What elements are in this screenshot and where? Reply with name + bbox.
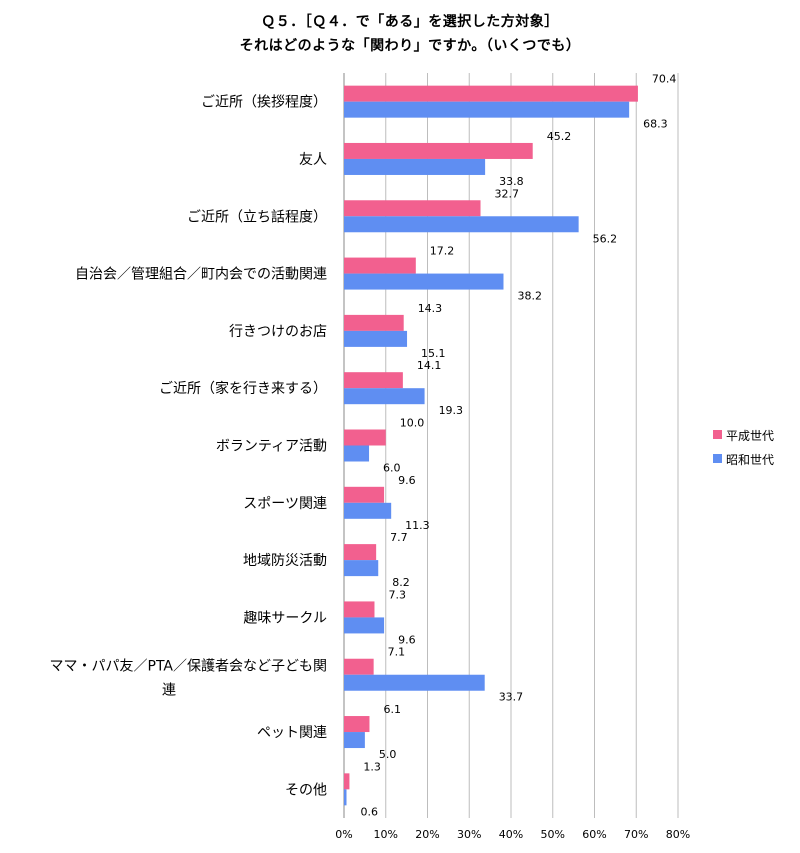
category-label: 友人 <box>299 152 327 168</box>
legend-label: 平成世代 <box>726 429 774 443</box>
category-label: 趣味サークル <box>243 610 327 626</box>
category-label: ボランティア活動 <box>216 439 327 455</box>
data-label: 1.3 <box>363 760 381 773</box>
bar-heisei <box>344 429 386 446</box>
bar-showa <box>344 674 485 691</box>
chart-title-line2: それはどのような「関わり」ですか。（いくつでも） <box>239 38 581 54</box>
bar-showa <box>344 502 392 519</box>
x-tick-label: 70% <box>624 828 648 841</box>
legend-label: 昭和世代 <box>726 453 774 467</box>
data-label: 32.7 <box>495 187 519 200</box>
bar-heisei <box>344 142 533 159</box>
category-label: 自治会／管理組合／町内会での活動関連 <box>75 267 327 283</box>
x-tick-label: 10% <box>374 828 398 841</box>
x-tick-label: 30% <box>457 828 481 841</box>
data-label: 33.7 <box>499 691 524 704</box>
bar-showa <box>344 158 486 175</box>
legend-swatch <box>713 454 722 463</box>
data-label: 38.2 <box>517 290 542 303</box>
x-tick-label: 0% <box>335 828 352 841</box>
bar-heisei <box>344 486 385 503</box>
data-label: 68.3 <box>643 118 668 131</box>
bar-showa <box>344 789 347 806</box>
category-label: 行きつけのお店 <box>229 324 327 340</box>
x-tick-label: 50% <box>541 828 565 841</box>
data-label: 14.1 <box>417 359 442 372</box>
bar-showa <box>344 560 379 577</box>
category-label: 連 <box>162 683 176 699</box>
category-label: 地域防災活動 <box>243 553 327 569</box>
data-label: 6.1 <box>383 703 401 716</box>
category-label: ご近所（立ち話程度） <box>187 208 327 225</box>
category-label: ご近所（家を行き来する） <box>159 380 327 397</box>
data-label: 9.6 <box>398 474 416 487</box>
data-label: 19.3 <box>439 404 464 417</box>
bar-showa <box>344 101 630 118</box>
category-label: ペット関連 <box>257 725 327 741</box>
data-label: 9.6 <box>398 633 416 646</box>
data-label: 7.1 <box>388 646 406 659</box>
data-label: 70.4 <box>652 73 677 86</box>
data-label: 6.0 <box>383 462 401 475</box>
category-label: スポーツ関連 <box>243 496 327 512</box>
data-label: 7.3 <box>388 588 406 601</box>
bar-heisei <box>344 314 404 331</box>
bar-showa <box>344 617 385 634</box>
data-label: 14.3 <box>418 302 443 315</box>
bar-showa <box>344 388 425 405</box>
data-label: 5.0 <box>379 748 397 761</box>
category-label: ご近所（挨拶程度） <box>201 95 327 111</box>
data-label: 33.8 <box>499 175 524 188</box>
data-label: 11.3 <box>405 519 430 532</box>
category-label: ママ・パパ友／PTA／保護者会など子ども関 <box>50 659 327 675</box>
data-label: 7.7 <box>390 531 408 544</box>
data-label: 0.6 <box>361 805 379 818</box>
bar-heisei <box>344 544 377 561</box>
x-tick-label: 40% <box>499 828 523 841</box>
bar-heisei <box>344 773 350 790</box>
legend-swatch <box>713 430 722 439</box>
bar-showa <box>344 330 408 347</box>
bar-heisei <box>344 85 638 102</box>
bar-heisei <box>344 601 375 618</box>
bar-heisei <box>344 257 416 274</box>
data-label: 10.0 <box>400 417 425 430</box>
bar-heisei <box>344 716 370 733</box>
bar-heisei <box>344 200 481 217</box>
bar-showa <box>344 216 579 233</box>
x-tick-label: 20% <box>415 828 439 841</box>
x-tick-label: 80% <box>666 828 690 841</box>
chart-title-line1: Ｑ５．［Ｑ４．で「ある」を選択した方対象］ <box>261 14 559 30</box>
category-label: その他 <box>285 782 327 798</box>
data-label: 8.2 <box>392 576 410 589</box>
data-label: 15.1 <box>421 347 446 360</box>
data-label: 45.2 <box>547 130 572 143</box>
data-label: 56.2 <box>593 232 618 245</box>
bar-showa <box>344 273 504 290</box>
bar-heisei <box>344 372 403 389</box>
bar-heisei <box>344 658 374 675</box>
bar-showa <box>344 732 365 749</box>
bar-showa <box>344 445 370 462</box>
data-label: 17.2 <box>430 245 455 258</box>
x-tick-label: 60% <box>582 828 606 841</box>
